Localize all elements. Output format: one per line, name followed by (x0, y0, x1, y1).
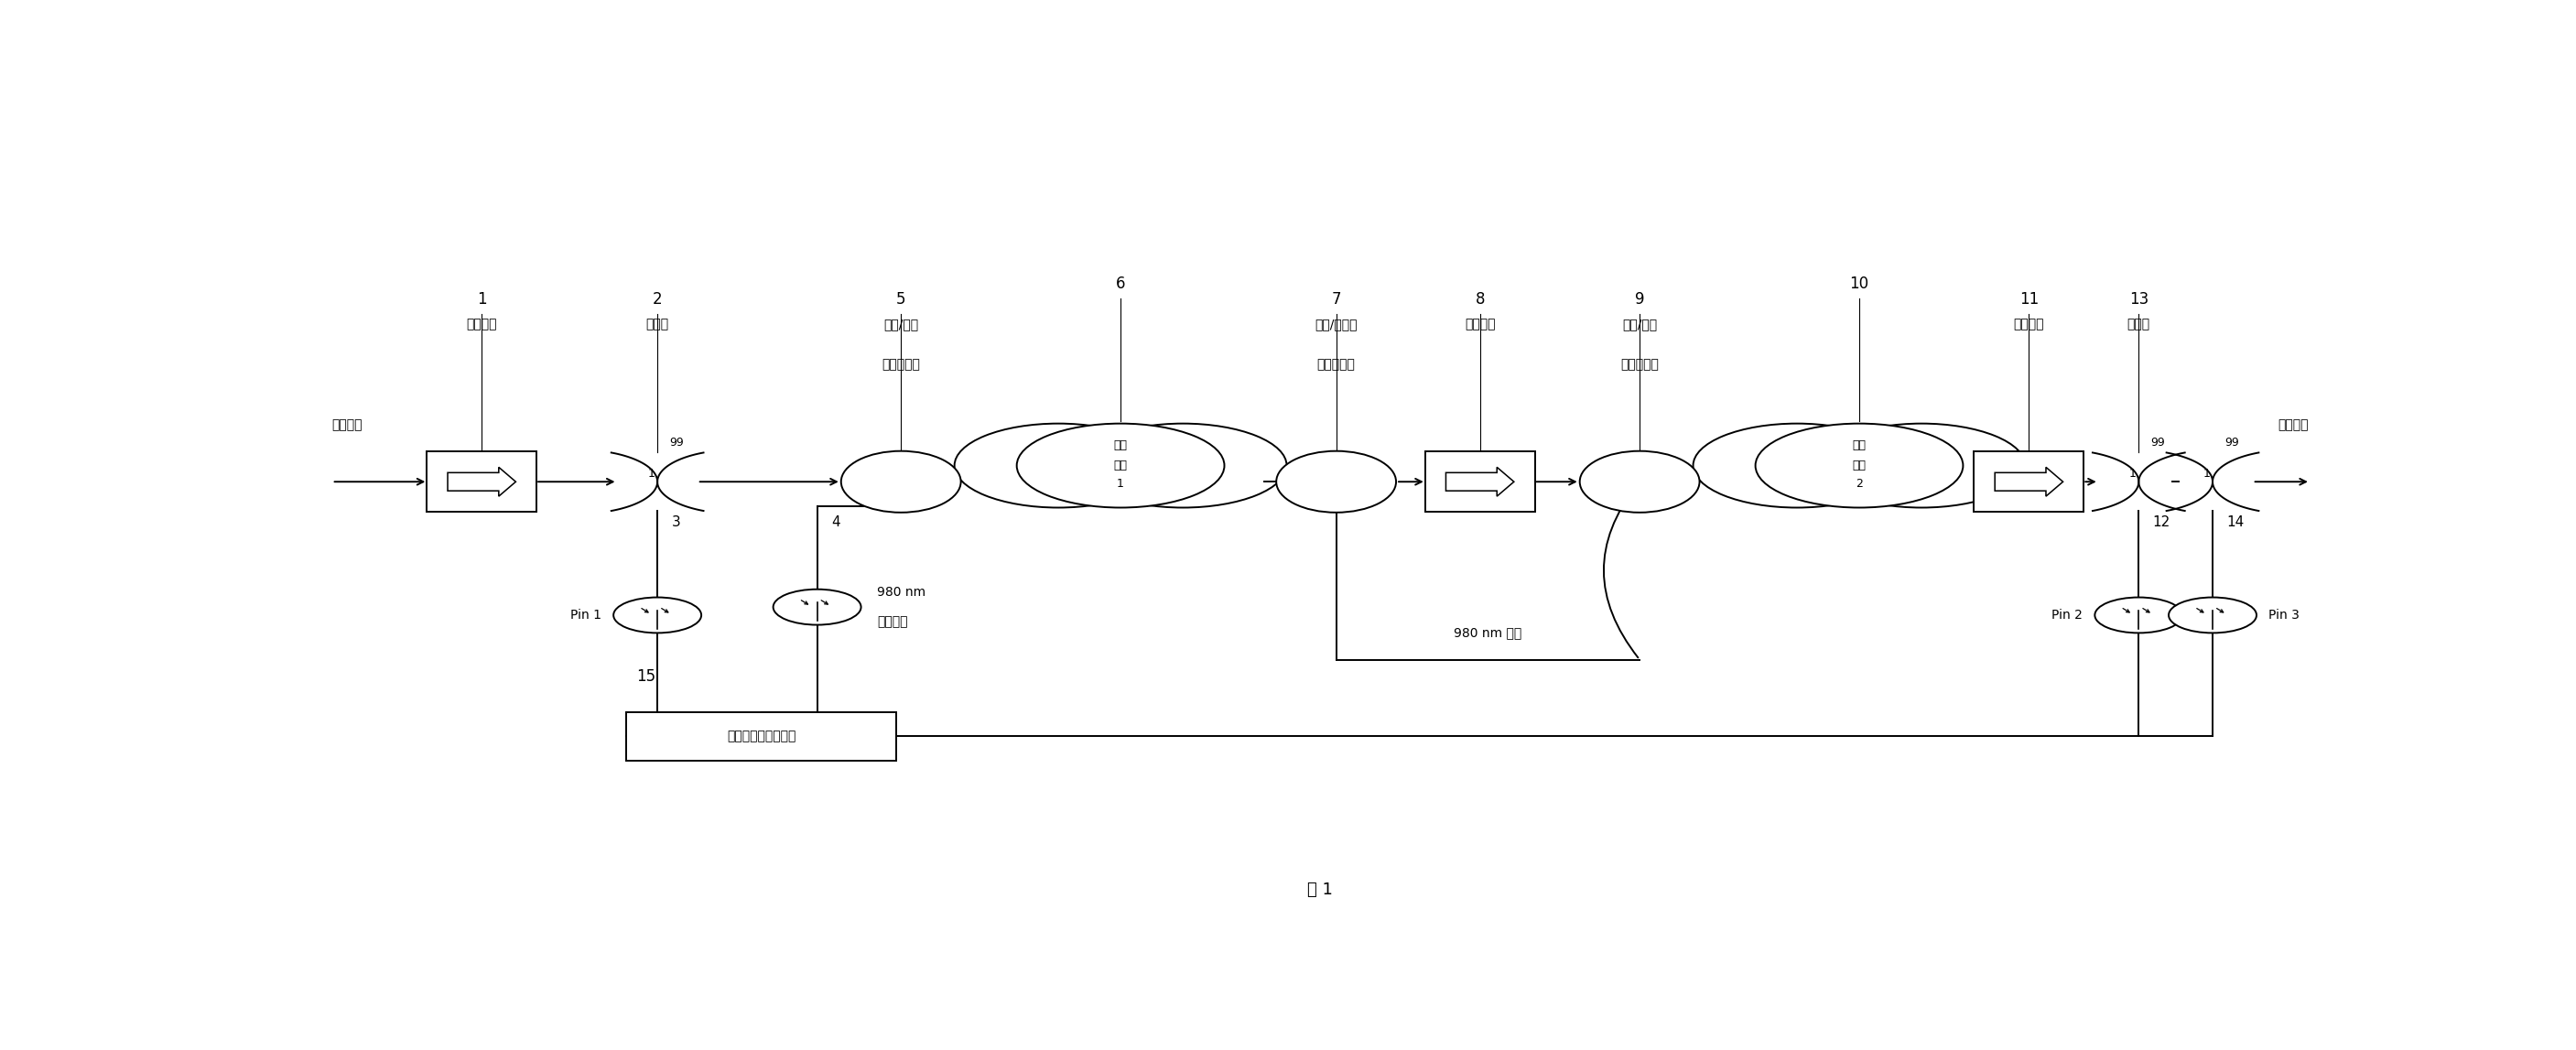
Text: 99: 99 (2226, 437, 2239, 449)
Text: Pin 2: Pin 2 (2053, 609, 2084, 622)
Text: 15: 15 (636, 669, 657, 685)
Text: 掺铒: 掺铒 (1852, 439, 1865, 452)
Text: 1: 1 (647, 467, 654, 480)
Text: 分光器: 分光器 (2128, 317, 2151, 331)
Ellipse shape (840, 452, 961, 512)
Text: 2: 2 (652, 292, 662, 308)
Text: Pin 1: Pin 1 (569, 609, 600, 622)
Text: 1: 1 (1118, 478, 1123, 489)
Circle shape (1819, 423, 2025, 507)
Circle shape (1692, 423, 1901, 507)
Text: 12: 12 (2154, 516, 2172, 529)
Text: 光隔离器: 光隔离器 (466, 317, 497, 331)
Text: 光隔离器: 光隔离器 (1466, 317, 1494, 331)
Text: 7: 7 (1332, 292, 1342, 308)
Text: 信号/泵浦波: 信号/泵浦波 (1314, 317, 1358, 331)
Polygon shape (448, 467, 515, 497)
Ellipse shape (1275, 452, 1396, 512)
Circle shape (773, 589, 860, 625)
Text: 光纤: 光纤 (1852, 460, 1865, 471)
Circle shape (1754, 423, 1963, 507)
Text: 信号输出: 信号输出 (2277, 419, 2308, 432)
Text: 输入信号: 输入信号 (332, 419, 363, 432)
Text: 14: 14 (2226, 516, 2244, 529)
Text: 5: 5 (896, 292, 907, 308)
Text: 13: 13 (2128, 292, 2148, 308)
Circle shape (2094, 597, 2182, 633)
Text: 1: 1 (2130, 467, 2136, 480)
Ellipse shape (1579, 452, 1700, 512)
Circle shape (613, 597, 701, 633)
Text: 信号/泵浦: 信号/泵浦 (884, 317, 920, 331)
Text: 泵浦激光: 泵浦激光 (876, 615, 907, 628)
Text: 11: 11 (2020, 292, 2038, 308)
Text: 1: 1 (477, 292, 487, 308)
Text: 10: 10 (1850, 275, 1870, 292)
Bar (428, 452, 536, 512)
Text: 99: 99 (670, 437, 683, 449)
Text: Pin 3: Pin 3 (2269, 609, 2300, 622)
Polygon shape (1994, 467, 2063, 497)
Text: 泵浦激光器控制部分: 泵浦激光器控制部分 (726, 730, 796, 742)
Text: 波分复用器: 波分复用器 (881, 358, 920, 371)
Text: 1: 1 (2202, 467, 2210, 480)
Text: 3: 3 (672, 516, 680, 529)
Text: 4: 4 (832, 516, 840, 529)
Text: 980 nm: 980 nm (876, 586, 925, 598)
Bar (1973, 452, 2084, 512)
Text: 8: 8 (1476, 292, 1484, 308)
Text: 9: 9 (1636, 292, 1643, 308)
Polygon shape (1445, 467, 1515, 497)
Bar (1425, 452, 1535, 512)
Text: 掺铒: 掺铒 (1113, 439, 1128, 452)
Circle shape (956, 423, 1162, 507)
Text: 图 1: 图 1 (1309, 882, 1332, 898)
Text: 99: 99 (2151, 437, 2164, 449)
Text: 2: 2 (1855, 478, 1862, 489)
Bar (626, 712, 896, 760)
Text: 光纤: 光纤 (1113, 460, 1128, 471)
Circle shape (2169, 597, 2257, 633)
Text: 980 nm 旁路: 980 nm 旁路 (1453, 627, 1522, 639)
Text: 光隔离器: 光隔离器 (2014, 317, 2045, 331)
Circle shape (1079, 423, 1285, 507)
Text: 分光器: 分光器 (647, 317, 670, 331)
Text: 6: 6 (1115, 275, 1126, 292)
Text: 信号/泵浦: 信号/泵浦 (1623, 317, 1656, 331)
Text: 分解复用器: 分解复用器 (1316, 358, 1355, 371)
Circle shape (1018, 423, 1224, 507)
Text: 波分复用器: 波分复用器 (1620, 358, 1659, 371)
